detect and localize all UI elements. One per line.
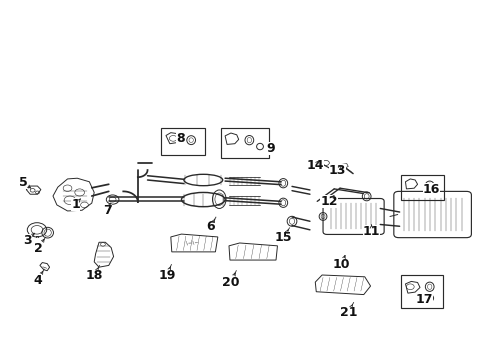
Text: 1: 1 bbox=[71, 198, 80, 211]
Text: 11: 11 bbox=[362, 225, 380, 238]
Text: 2: 2 bbox=[34, 242, 42, 255]
Text: 19: 19 bbox=[158, 269, 175, 282]
Bar bbox=[400, 275, 443, 308]
Text: 13: 13 bbox=[328, 164, 346, 177]
Text: 3: 3 bbox=[23, 234, 32, 247]
Text: 12: 12 bbox=[320, 195, 337, 208]
Bar bbox=[221, 128, 268, 158]
Text: 4: 4 bbox=[33, 274, 42, 287]
Text: 9: 9 bbox=[266, 142, 275, 155]
Text: 8: 8 bbox=[176, 131, 184, 144]
Text: 16: 16 bbox=[422, 183, 439, 196]
Text: 21: 21 bbox=[339, 306, 356, 319]
Text: 10: 10 bbox=[332, 258, 349, 271]
Text: 17: 17 bbox=[414, 293, 432, 306]
Bar bbox=[161, 129, 204, 155]
Text: 16: 16 bbox=[422, 183, 439, 196]
Bar bbox=[400, 175, 443, 199]
Text: 5: 5 bbox=[19, 176, 28, 189]
Text: \~\~: \~\~ bbox=[185, 239, 198, 245]
Text: 7: 7 bbox=[103, 204, 112, 217]
Text: 15: 15 bbox=[274, 231, 291, 244]
Text: 17: 17 bbox=[414, 293, 432, 306]
Text: 18: 18 bbox=[85, 269, 102, 282]
Text: 14: 14 bbox=[306, 158, 324, 172]
Text: 20: 20 bbox=[222, 276, 239, 289]
Text: 6: 6 bbox=[206, 220, 214, 234]
Polygon shape bbox=[341, 164, 347, 168]
